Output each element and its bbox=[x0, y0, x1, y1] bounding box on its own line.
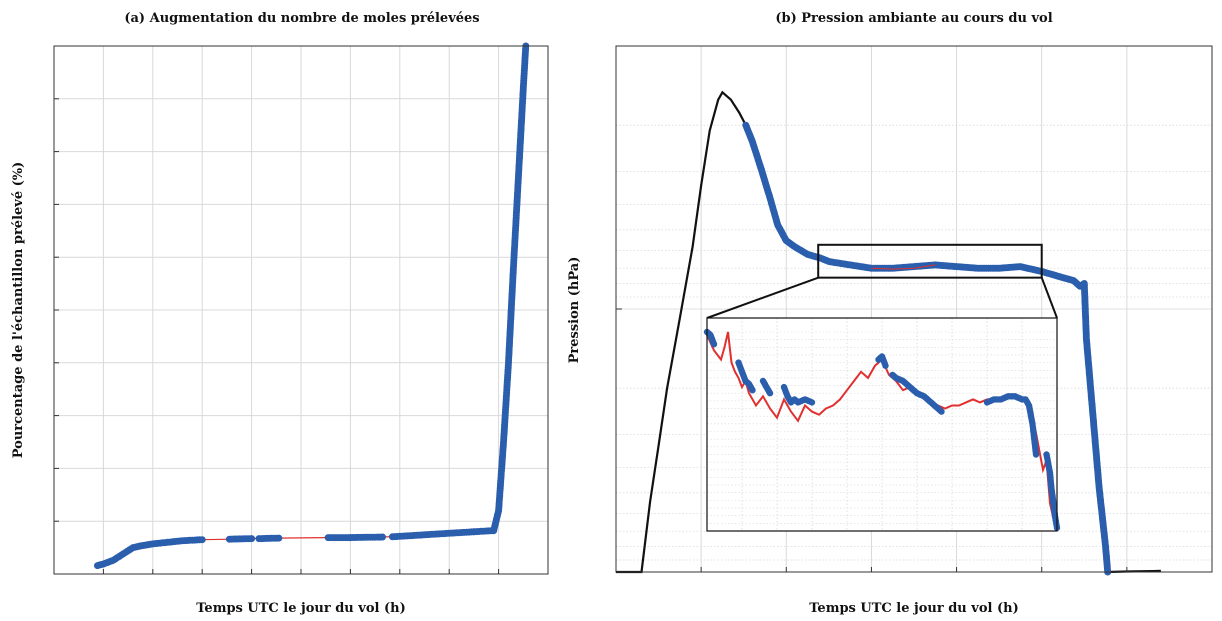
chart-a-percentage-sampled: (a) Augmentation du nombre de moles prél… bbox=[11, 11, 549, 616]
chart-b-title: (b) Pression ambiante au cours du vol bbox=[775, 11, 1052, 26]
chart-a-point bbox=[379, 533, 386, 541]
chart-a-ylabel: Pourcentage de l'échantillon prélevé (%) bbox=[11, 162, 26, 459]
chart-b-series-red-top bbox=[871, 264, 936, 270]
inset-point bbox=[808, 399, 816, 406]
inset-point bbox=[882, 362, 889, 369]
chart-a-grid bbox=[53, 45, 549, 575]
inset-point bbox=[710, 341, 718, 348]
chart-b-series-black bbox=[616, 90, 747, 574]
chart-a-series-line bbox=[97, 45, 527, 567]
chart-b-zoom-box bbox=[706, 243, 1058, 319]
chart-a-point bbox=[248, 535, 256, 543]
chart-b-ambient-pressure: (b) Pression ambiante au cours du vol Te… bbox=[567, 11, 1213, 616]
chart-b-ticks bbox=[615, 45, 1213, 573]
chart-a-title: (a) Augmentation du nombre de moles prél… bbox=[124, 11, 479, 26]
chart-a-ticks bbox=[53, 45, 549, 575]
inset-point bbox=[1032, 451, 1040, 458]
inset-frame bbox=[706, 317, 1058, 532]
inset-point bbox=[749, 387, 756, 394]
chart-b-zoom-connector-left bbox=[706, 276, 819, 319]
chart-a-point bbox=[198, 536, 206, 544]
chart-b-xlabel: Temps UTC le jour du vol (h) bbox=[809, 601, 1018, 616]
chart-b-ylabel: Pression (hPa) bbox=[567, 257, 582, 364]
inset-point bbox=[766, 390, 774, 397]
chart-b-inset bbox=[703, 317, 1061, 532]
inset-point bbox=[938, 408, 945, 415]
chart-b-zoom-rect bbox=[817, 243, 1043, 279]
chart-a-xlabel: Temps UTC le jour du vol (h) bbox=[196, 601, 405, 616]
chart-b-zoom-connector-right bbox=[1040, 277, 1058, 319]
chart-b-data bbox=[616, 90, 1161, 576]
chart-a-point bbox=[275, 534, 283, 542]
chart-a-data bbox=[94, 42, 530, 570]
